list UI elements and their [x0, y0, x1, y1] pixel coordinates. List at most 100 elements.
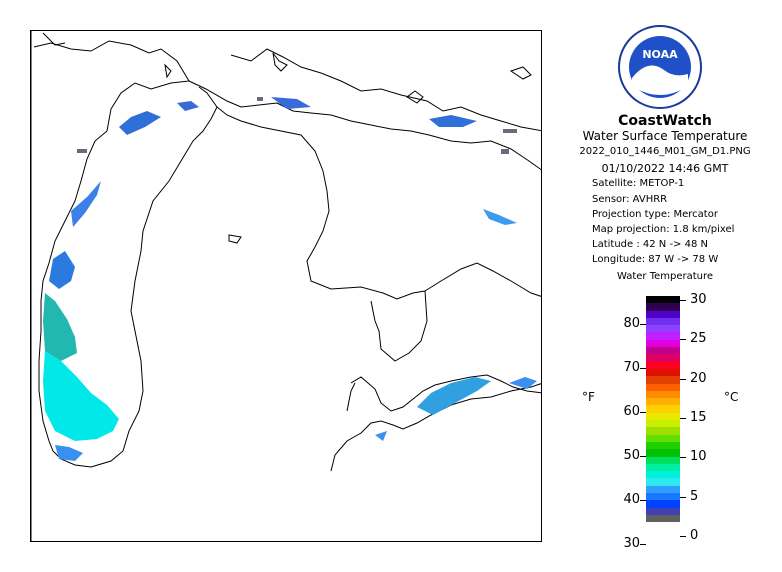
lake-erie-shore — [350, 374, 541, 412]
celsius-tick-mark — [680, 378, 686, 380]
product-subtitle: Water Surface Temperature — [582, 129, 748, 143]
lake-michigan-west-band — [49, 251, 75, 289]
colorbar-swatch — [646, 449, 680, 457]
colorbar-swatch — [646, 398, 680, 406]
celsius-tick-label: 30 — [690, 292, 707, 307]
colorbar-swatch — [646, 456, 680, 464]
celsius-tick-label: 20 — [690, 370, 707, 386]
lake-erie-south-shore — [330, 383, 541, 472]
celsius-tick-mark — [680, 339, 686, 341]
colorbar-swatch — [646, 471, 680, 479]
fahrenheit-tick-label: 50 — [623, 448, 640, 463]
island-outline — [272, 52, 288, 72]
cloud-mask — [501, 149, 509, 154]
superior-patch — [429, 115, 477, 127]
upper-peninsula-coast — [188, 80, 541, 171]
green-bay-patch — [119, 111, 161, 135]
fahrenheit-tick-mark — [640, 412, 646, 413]
colorbar-swatch — [646, 485, 680, 494]
colorbar-swatch — [646, 332, 680, 340]
fahrenheit-tick-label: 30 — [623, 536, 640, 551]
colorbar-swatch — [646, 390, 680, 399]
colorbar-swatch — [646, 376, 680, 384]
colorbar-swatch — [646, 412, 680, 421]
colorbar-swatch — [646, 427, 680, 435]
fahrenheit-tick-label: 80 — [623, 316, 640, 331]
colorbar-swatch — [646, 368, 680, 377]
cloud-mask — [77, 149, 87, 153]
land-mask-patches — [77, 97, 517, 154]
legend-title: Water Temperature — [616, 271, 714, 282]
celsius-tick-mark — [680, 417, 686, 419]
canadian-shore — [230, 48, 541, 132]
colorbar-swatch — [646, 441, 680, 450]
lake-michigan-east-shore — [90, 86, 218, 468]
colorbar-swatch — [646, 347, 680, 355]
lake-michigan-south-patch — [55, 445, 83, 461]
coastline-outlines — [31, 31, 541, 541]
erie-patch — [417, 377, 491, 415]
celsius-tick-mark — [680, 496, 686, 498]
colorbar-swatch — [646, 361, 680, 369]
latitude-label: Latitude : 42 N -> 48 N — [592, 239, 708, 250]
colorbar-swatch — [646, 463, 680, 472]
capture-datetime: 01/10/2022 14:46 GMT — [601, 162, 729, 175]
lake-huron-west-shore — [216, 106, 428, 362]
celsius-tick-mark — [680, 457, 686, 459]
colorbar-swatch — [646, 317, 680, 326]
colorbar-swatch — [646, 478, 680, 486]
colorbar-swatch — [646, 339, 680, 348]
noaa-logo: NOAA — [612, 24, 708, 110]
lake-michigan-north-band — [71, 181, 101, 227]
celsius-tick-label: 10 — [690, 449, 707, 465]
island-outline — [406, 90, 424, 104]
fahrenheit-tick-mark — [640, 368, 646, 369]
fahrenheit-tick-mark — [640, 544, 646, 545]
fahrenheit-tick-label: 70 — [623, 360, 640, 375]
island-outline — [164, 63, 172, 79]
cloud-mask — [257, 97, 263, 101]
celsius-tick-label: 15 — [690, 409, 707, 425]
colorbar-swatch — [646, 507, 680, 515]
superior-patch — [177, 101, 199, 111]
celsius-tick-mark — [680, 300, 686, 301]
fahrenheit-unit: °F — [582, 390, 595, 404]
island-outline — [228, 234, 242, 244]
colorbar-swatch — [646, 514, 680, 523]
app-title: CoastWatch — [618, 113, 712, 129]
map-panel — [30, 30, 542, 542]
colorbar-swatch — [646, 493, 680, 501]
great-lakes-map — [31, 31, 541, 541]
lake-michigan-west-shore — [31, 31, 190, 541]
celsius-tick-label: 0 — [690, 527, 699, 543]
noaa-seal-icon: NOAA — [618, 25, 702, 109]
temperature-colorbar — [646, 296, 680, 523]
colorbar-swatch — [646, 303, 680, 311]
sensor-label: Sensor: AVHRR — [592, 194, 668, 205]
island-outline — [509, 66, 532, 80]
detroit-river — [346, 382, 356, 412]
image-filename: 2022_010_1446_M01_GM_D1.PNG — [579, 146, 751, 157]
island-outline — [42, 32, 66, 46]
colorbar-swatch — [646, 420, 680, 428]
satellite-label: Satellite: METOP-1 — [592, 178, 685, 189]
svg-text:NOAA: NOAA — [642, 48, 678, 61]
longitude-label: Longitude: 87 W -> 78 W — [592, 254, 719, 265]
map-projection-label: Map projection: 1.8 km/pixel — [592, 224, 735, 235]
projection-type-label: Projection type: Mercator — [592, 209, 718, 220]
cloud-mask — [503, 129, 517, 133]
lake-michigan-cold-water — [43, 351, 119, 441]
celsius-tick-mark — [680, 535, 686, 537]
water-temperature-patches — [43, 97, 537, 461]
fahrenheit-tick-mark — [640, 500, 646, 501]
colorbar-swatch — [646, 296, 680, 304]
fahrenheit-tick-mark — [640, 456, 646, 457]
colorbar-swatch — [646, 325, 680, 333]
st-clair-patch — [375, 431, 387, 441]
fahrenheit-tick-label: 40 — [623, 492, 640, 507]
colorbar-swatch — [646, 310, 680, 318]
lake-huron-east-shore — [424, 262, 541, 297]
celsius-unit: °C — [724, 390, 739, 404]
erie-east-patch — [509, 377, 537, 389]
colorbar-swatch — [646, 434, 680, 442]
